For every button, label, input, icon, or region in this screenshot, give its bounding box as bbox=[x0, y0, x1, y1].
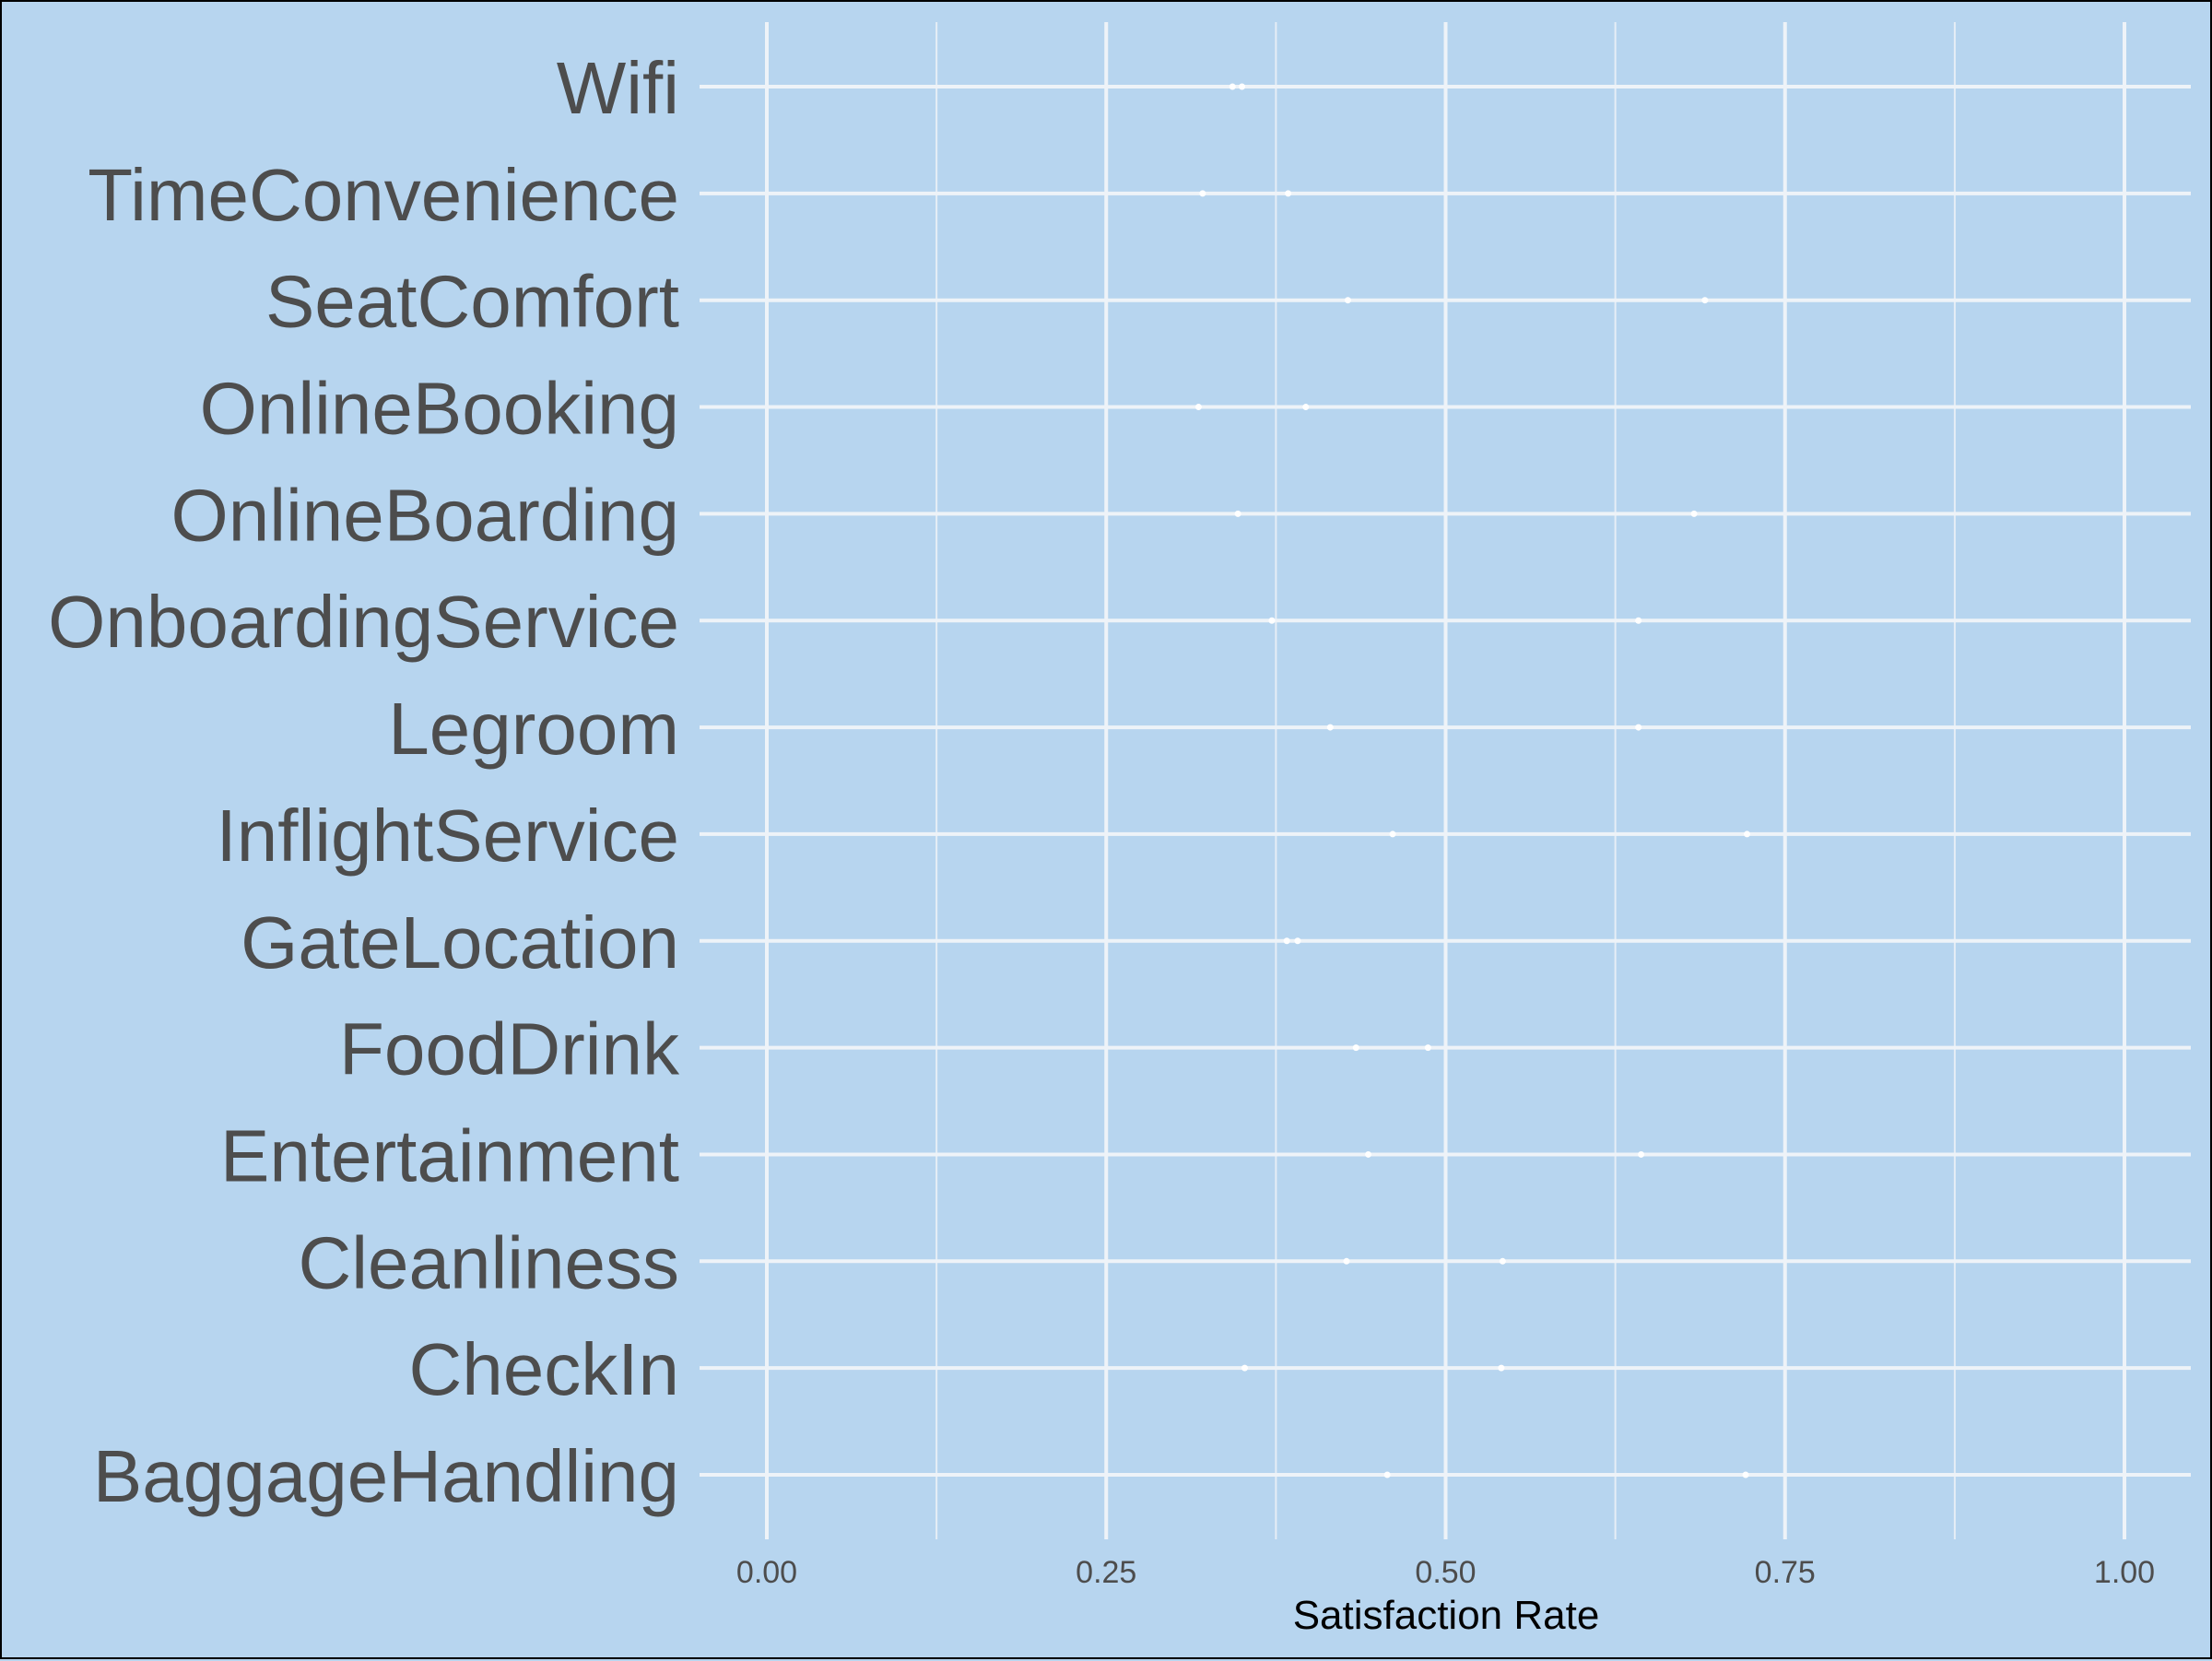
data-point bbox=[1389, 830, 1396, 838]
x-tick-label: 0.00 bbox=[736, 1555, 797, 1590]
data-point bbox=[1635, 617, 1642, 624]
data-point bbox=[1283, 937, 1290, 945]
category-label: Legroom bbox=[388, 688, 679, 770]
major-gridlines bbox=[700, 22, 2191, 1539]
category-label: Entertainment bbox=[220, 1114, 679, 1196]
category-label: TimeConvenience bbox=[88, 154, 679, 236]
data-point bbox=[1326, 724, 1334, 731]
x-tick-label: 0.50 bbox=[1415, 1555, 1476, 1590]
category-label: OnlineBoarding bbox=[171, 474, 679, 556]
x-axis-tick-labels: 0.00 0.25 0.50 0.75 1.00 bbox=[736, 1555, 2155, 1590]
category-label: FoodDrink bbox=[339, 1008, 680, 1090]
data-point bbox=[1499, 1257, 1506, 1265]
data-point bbox=[1294, 937, 1301, 945]
data-point bbox=[1343, 1257, 1350, 1265]
data-point bbox=[1302, 404, 1310, 411]
minor-gridlines bbox=[935, 22, 1956, 1539]
category-label: Cleanliness bbox=[298, 1221, 679, 1303]
data-point bbox=[1635, 724, 1642, 731]
data-point bbox=[1424, 1044, 1431, 1052]
data-point bbox=[1268, 617, 1276, 624]
category-label: SeatComfort bbox=[265, 261, 679, 343]
data-point bbox=[1199, 190, 1206, 197]
category-label: Wifi bbox=[557, 47, 679, 129]
data-point bbox=[1638, 1150, 1645, 1158]
x-tick-label: 0.75 bbox=[1755, 1555, 1816, 1590]
data-point bbox=[1742, 1471, 1749, 1478]
data-point bbox=[1229, 83, 1236, 90]
data-point bbox=[1285, 190, 1292, 197]
data-point bbox=[1241, 1364, 1248, 1372]
data-point bbox=[1744, 830, 1751, 838]
data-point bbox=[1194, 404, 1202, 411]
x-axis-title: Satisfaction Rate bbox=[1293, 1593, 1600, 1638]
data-point bbox=[1365, 1150, 1372, 1158]
category-label: InflightService bbox=[217, 795, 679, 877]
data-point bbox=[1344, 297, 1351, 304]
data-point bbox=[1690, 510, 1698, 517]
category-label: OnboardingService bbox=[48, 581, 679, 663]
data-point bbox=[1383, 1471, 1391, 1478]
data-points bbox=[1194, 83, 1751, 1478]
category-label: CheckIn bbox=[409, 1328, 679, 1410]
x-tick-label: 1.00 bbox=[2094, 1555, 2155, 1590]
data-point bbox=[1239, 83, 1246, 90]
category-label: GateLocation bbox=[241, 901, 679, 984]
data-point bbox=[1352, 1044, 1359, 1052]
data-point bbox=[1234, 510, 1241, 517]
data-point bbox=[1498, 1364, 1505, 1372]
x-tick-label: 0.25 bbox=[1076, 1555, 1136, 1590]
category-label: OnlineBooking bbox=[200, 368, 679, 450]
category-label: BaggageHandling bbox=[93, 1435, 679, 1517]
category-axis-labels: Wifi TimeConvenience SeatComfort OnlineBook… bbox=[48, 47, 680, 1517]
data-point bbox=[1701, 297, 1709, 304]
